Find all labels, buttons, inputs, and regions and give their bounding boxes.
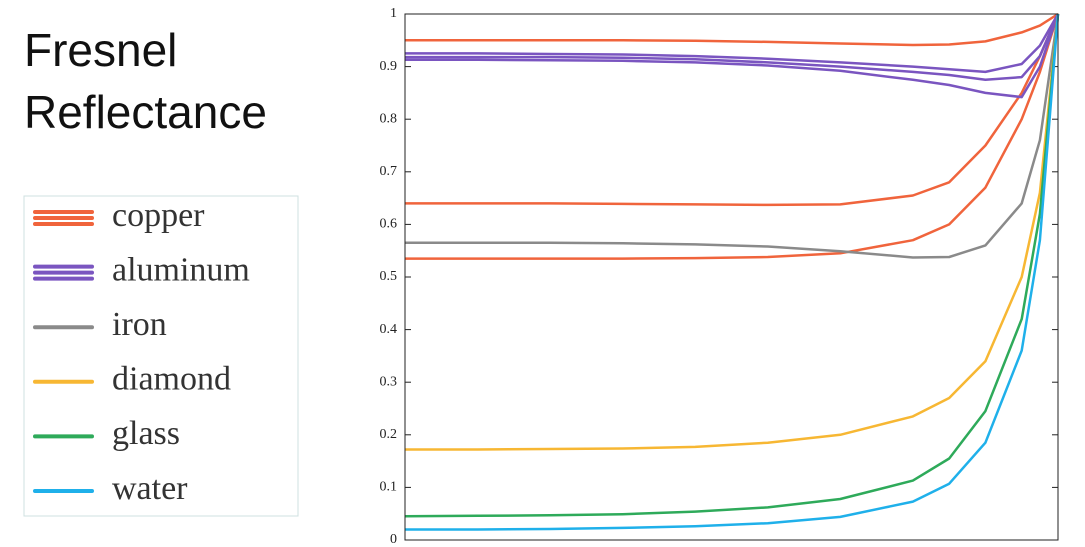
data-line <box>405 13 1060 99</box>
data-line <box>405 13 1060 531</box>
y-tick-label: 0.4 <box>380 322 398 337</box>
legend-label: glass <box>112 415 180 452</box>
legend-label: diamond <box>112 361 231 398</box>
y-tick-label: 0.5 <box>380 269 398 284</box>
title-line: Fresnel <box>24 24 177 76</box>
y-tick-label: 0.2 <box>380 427 398 442</box>
y-tick-label: 0.7 <box>380 164 398 179</box>
data-line <box>405 12 1059 47</box>
title-line: Reflectance <box>24 86 267 138</box>
data-line <box>405 13 1060 207</box>
data-line <box>405 13 1060 74</box>
y-tick-label: 1 <box>390 6 397 21</box>
y-tick-label: 0.9 <box>380 59 398 74</box>
y-tick-label: 0 <box>390 532 397 547</box>
legend-box <box>23 195 299 517</box>
y-tick-label: 0.3 <box>380 374 398 389</box>
legend-label: iron <box>112 306 167 343</box>
data-line <box>405 13 1060 451</box>
data-line <box>405 13 1060 260</box>
y-tick-label: 0.1 <box>380 480 398 495</box>
legend-label: water <box>112 470 188 507</box>
plot-frame <box>404 13 1059 541</box>
plot <box>404 12 1060 541</box>
y-tick-label: 0.6 <box>380 217 398 232</box>
legend-label: copper <box>112 197 205 234</box>
legend-label: aluminum <box>112 251 250 288</box>
data-line <box>405 13 1060 259</box>
data-line <box>404 13 1060 518</box>
y-tick-label: 0.8 <box>380 111 398 126</box>
data-line <box>405 13 1060 82</box>
